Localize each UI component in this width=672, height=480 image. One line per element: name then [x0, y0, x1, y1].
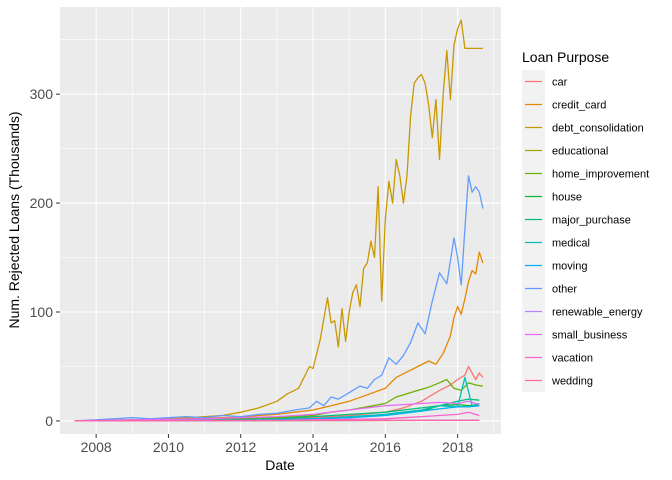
x-tick-label: 2014	[297, 439, 328, 455]
series-line-other	[74, 175, 484, 422]
legend-item-home_improvement: home_improvement	[522, 162, 649, 185]
x-tick-label: 2008	[81, 439, 112, 455]
y-tick-label: 200	[30, 195, 54, 211]
plot-panel	[60, 7, 501, 434]
y-axis-title: Num. Rejected Loans (Thousands)	[6, 111, 22, 328]
legend-item-credit_card: credit_card	[522, 93, 606, 116]
legend-label: educational	[552, 146, 608, 158]
x-tick-label: 2010	[153, 439, 184, 455]
legend-label: small_business	[552, 330, 628, 342]
legend-item-house: house	[522, 185, 582, 208]
legend-label: credit_card	[552, 100, 606, 112]
x-tick-label: 2012	[225, 439, 256, 455]
series-line-wedding	[74, 419, 480, 422]
legend-item-medical: medical	[522, 231, 590, 254]
legend-item-small_business: small_business	[522, 323, 628, 346]
legend: Loan Purpose car credit_card debt_consolid…	[522, 49, 649, 392]
legend-item-moving: moving	[522, 254, 587, 277]
x-tick-label: 2016	[370, 439, 401, 455]
legend-item-renewable_energy: renewable_energy	[522, 300, 643, 323]
legend-item-major_purchase: major_purchase	[522, 208, 631, 231]
x-axis-title: Date	[265, 457, 295, 473]
legend-label: debt_consolidation	[552, 123, 644, 135]
x-axis: 2008 2010 2012 2014 2016 2018	[81, 434, 473, 455]
legend-label: car	[552, 77, 568, 89]
legend-label: home_improvement	[552, 169, 649, 181]
legend-item-car: car	[522, 70, 568, 93]
legend-label: moving	[552, 261, 587, 273]
series-line-small_business	[74, 400, 480, 422]
legend-label: renewable_energy	[552, 307, 643, 319]
legend-label: other	[552, 284, 577, 296]
x-tick-label: 2018	[442, 439, 473, 455]
y-tick-label: 0	[45, 413, 53, 429]
grid-minor	[60, 7, 501, 434]
legend-item-wedding: wedding	[522, 369, 593, 392]
legend-item-vacation: vacation	[522, 346, 593, 369]
y-axis: 0 100 200 300	[30, 86, 60, 429]
series-layer	[74, 19, 484, 422]
y-tick-label: 300	[30, 86, 54, 102]
legend-label: vacation	[552, 353, 593, 365]
legend-item-debt_consolidation: debt_consolidation	[522, 116, 644, 139]
series-line-debt_consolidation	[74, 19, 483, 422]
legend-title: Loan Purpose	[522, 49, 609, 65]
legend-label: medical	[552, 238, 590, 250]
legend-label: house	[552, 192, 582, 204]
legend-label: wedding	[551, 376, 593, 388]
legend-label: major_purchase	[552, 215, 631, 227]
y-tick-label: 100	[30, 304, 54, 320]
legend-item-other: other	[522, 277, 577, 300]
legend-item-educational: educational	[522, 139, 608, 162]
legend-items: car credit_card debt_consolidation educatio…	[522, 70, 649, 392]
